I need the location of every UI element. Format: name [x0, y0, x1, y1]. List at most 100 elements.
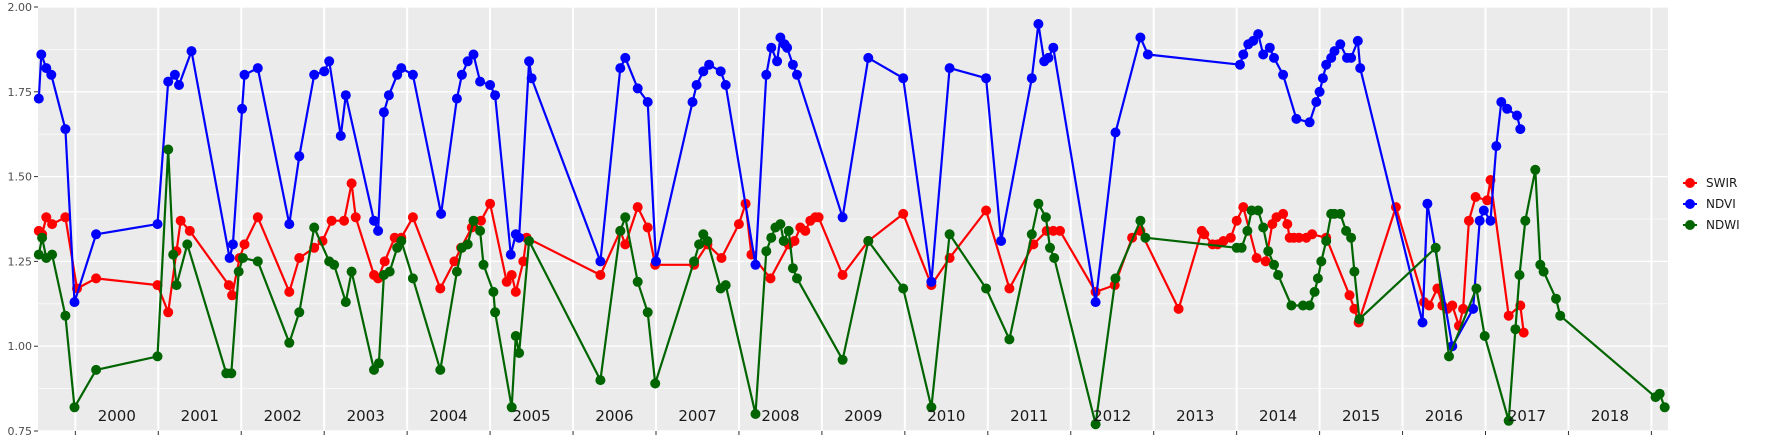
data-point [1142, 49, 1153, 60]
data-point [1349, 266, 1360, 277]
legend-label: NDVI [1706, 197, 1736, 211]
data-point [1654, 388, 1665, 399]
data-point [1236, 242, 1247, 253]
data-point [1458, 303, 1469, 314]
x-tick-label: 2010 [927, 407, 965, 425]
data-point [778, 236, 789, 246]
data-point [720, 280, 731, 291]
y-tick-label: 1.00 [8, 340, 33, 353]
data-point [227, 239, 238, 250]
data-point [595, 256, 606, 267]
data-point [252, 212, 263, 223]
data-point [309, 69, 320, 80]
legend-key-point [1685, 220, 1695, 230]
legend-item-ndwi: NDWI [1683, 218, 1740, 232]
data-point [1043, 52, 1054, 63]
data-point [1329, 46, 1340, 57]
data-point [1004, 283, 1015, 294]
data-point [1485, 215, 1496, 226]
data-point [782, 42, 793, 53]
data-point [595, 375, 606, 386]
data-point [252, 63, 263, 74]
data-point [1478, 205, 1489, 216]
data-point [294, 253, 305, 263]
data-point [1352, 35, 1363, 46]
data-point [435, 364, 446, 375]
data-point [468, 215, 479, 226]
data-point [478, 259, 489, 270]
data-point [1312, 273, 1323, 284]
data-point [1346, 52, 1357, 63]
x-tick-label: 2003 [347, 407, 385, 425]
data-point [1555, 310, 1566, 321]
data-point [506, 402, 517, 413]
x-tick-label: 2004 [430, 407, 468, 425]
data-point [1355, 63, 1366, 74]
data-point [1026, 73, 1037, 84]
data-point [485, 80, 496, 90]
data-point [1048, 42, 1059, 53]
data-point [1518, 327, 1529, 338]
data-point [837, 212, 848, 223]
data-point [996, 236, 1007, 246]
data-point [1321, 236, 1332, 246]
data-point [1135, 215, 1146, 226]
data-point [944, 229, 955, 240]
data-point [462, 239, 473, 250]
data-point [224, 253, 235, 263]
x-tick-label: 2001 [181, 407, 219, 425]
data-point [981, 283, 992, 294]
data-point [37, 232, 48, 243]
data-point [792, 273, 802, 284]
data-point [1503, 310, 1514, 321]
data-point [1269, 52, 1279, 63]
data-point [407, 212, 418, 223]
data-point [813, 212, 824, 223]
data-point [1530, 164, 1541, 175]
data-point [1110, 273, 1121, 284]
data-point [182, 239, 193, 250]
data-point [1430, 242, 1441, 253]
data-point [184, 225, 195, 236]
data-point [60, 124, 71, 135]
data-point [1231, 215, 1242, 226]
data-point [898, 73, 909, 84]
data-point [787, 59, 798, 70]
data-point [510, 331, 521, 341]
data-point [642, 97, 653, 107]
data-point [789, 236, 800, 246]
data-point [1278, 208, 1289, 219]
data-point [1538, 266, 1549, 277]
data-point [526, 73, 537, 84]
data-point [168, 249, 179, 260]
data-point [620, 212, 631, 223]
series-ndwi [33, 144, 1670, 430]
data-point [716, 253, 727, 263]
data-point [239, 239, 250, 250]
data-point [750, 259, 761, 270]
data-point [1349, 303, 1360, 314]
x-tick-label: 2014 [1259, 407, 1297, 425]
data-point [239, 69, 250, 80]
data-point [1468, 303, 1479, 314]
data-point [720, 80, 731, 90]
data-point [284, 286, 295, 297]
data-point [1258, 222, 1269, 233]
data-point [163, 307, 174, 318]
data-point [863, 52, 874, 63]
data-point [174, 80, 184, 90]
data-point [1173, 303, 1184, 314]
data-point [1424, 300, 1435, 311]
data-point [350, 212, 361, 223]
data-point [750, 409, 761, 419]
data-point [462, 56, 473, 67]
data-point [1510, 324, 1521, 335]
data-point [800, 225, 811, 236]
data-point [698, 66, 709, 77]
data-point [1335, 208, 1346, 219]
data-point [1346, 232, 1357, 243]
data-point [91, 229, 102, 240]
data-point [1110, 127, 1121, 138]
data-point [1004, 334, 1015, 345]
